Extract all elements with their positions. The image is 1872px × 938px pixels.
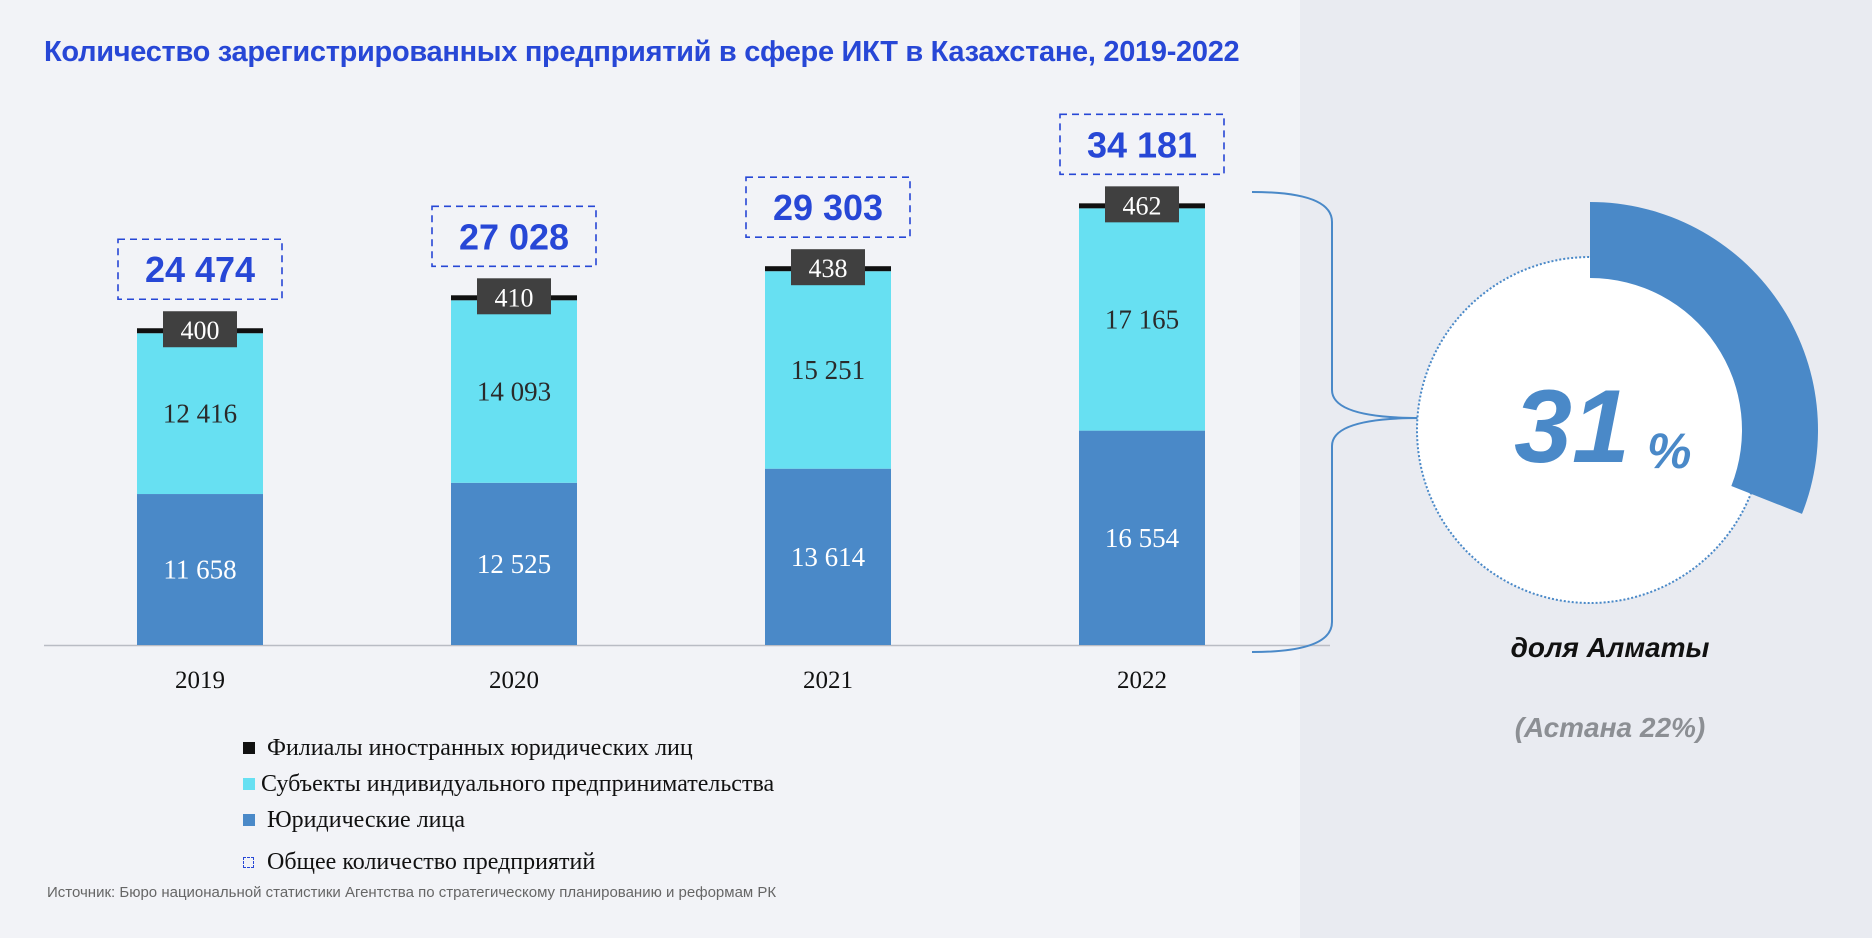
total-label-2022: 34 181 (1087, 124, 1197, 165)
total-box-2022 (1059, 113, 1225, 176)
bracket-connector (1251, 191, 1421, 653)
bar-individual-2021 (765, 271, 891, 469)
chart-title: Количество зарегистрированных предприяти… (44, 36, 1240, 68)
legend-item-legal-entities: Юридические лица (243, 802, 774, 838)
x-tick-label-2019: 2019 (175, 667, 225, 694)
bar-individual-2019 (137, 333, 263, 495)
bar-legal-2022 (1079, 430, 1205, 645)
branch-label-2022: 462 (1123, 191, 1162, 220)
bar-label-individual-2022: 17 165 (1105, 304, 1179, 334)
total-label-2020: 27 028 (459, 216, 569, 257)
share-caption: доля Алматы (1510, 632, 1710, 663)
branch-badge-2019 (163, 311, 237, 348)
share-percent-sign: % (1647, 423, 1691, 479)
x-tick-label-2022: 2022 (1117, 667, 1167, 694)
total-label-2021: 29 303 (773, 187, 883, 228)
bar-label-individual-2021: 15 251 (791, 355, 865, 385)
total-label-2019: 24 474 (145, 249, 255, 290)
legend-label-total: Общее количество предприятий (267, 848, 596, 875)
branch-label-2021: 438 (809, 254, 848, 283)
bar-individual-2020 (451, 300, 577, 483)
bar-legal-2021 (765, 468, 891, 645)
bar-legal-2019 (137, 494, 263, 645)
legend-label-legal-entities: Юридические лица (267, 806, 466, 833)
legend-swatch-total (243, 856, 254, 868)
bar-label-individual-2020: 14 093 (477, 377, 551, 407)
x-tick-label-2021: 2021 (803, 667, 853, 694)
share-value: 31 (1514, 369, 1630, 485)
legend-label-individuals: Субъекты индивидуального предприниматель… (261, 770, 775, 797)
bar-individual-2022 (1079, 208, 1205, 431)
branch-label-2020: 410 (495, 283, 534, 312)
legend: Филиалы иностранных юридических лиц Субъ… (243, 730, 774, 880)
branch-badge-2020 (477, 278, 551, 315)
bar-label-legal-2019: 11 658 (163, 555, 236, 585)
share-note: (Астана 22%) (1514, 712, 1706, 743)
total-box-2021 (745, 176, 911, 238)
bar-legal-2020 (451, 482, 577, 645)
legend-item-branches: Филиалы иностранных юридических лиц (243, 730, 774, 766)
branch-label-2019: 400 (181, 316, 220, 345)
total-box-2019 (117, 238, 283, 301)
bar-label-legal-2022: 16 554 (1105, 523, 1180, 553)
legend-swatch-branches (243, 742, 255, 754)
bars-layer: 11 658 12 416 400 24 474 2019 12 525 14 093 410… (44, 113, 1421, 694)
share-arc-almaty (1590, 202, 1818, 514)
legend-item-individuals: Субъекты индивидуального предприниматель… (243, 766, 774, 802)
legend-swatch-legal-entities (243, 814, 255, 826)
source-note: Источник: Бюро национальной статистики А… (47, 884, 777, 901)
legend-item-total: Общее количество предприятий (243, 844, 774, 880)
legend-swatch-individuals (243, 778, 255, 790)
bar-label-legal-2021: 13 614 (791, 542, 866, 572)
legend-label-branches: Филиалы иностранных юридических лиц (267, 734, 693, 761)
bar-label-individual-2019: 12 416 (163, 399, 237, 429)
branch-badge-2021 (791, 249, 865, 286)
bar-label-legal-2020: 12 525 (477, 549, 551, 579)
x-tick-label-2020: 2020 (489, 667, 539, 694)
branch-badge-2022 (1105, 186, 1179, 223)
share-donut: 31% (1416, 202, 1818, 604)
total-box-2020 (431, 205, 597, 268)
